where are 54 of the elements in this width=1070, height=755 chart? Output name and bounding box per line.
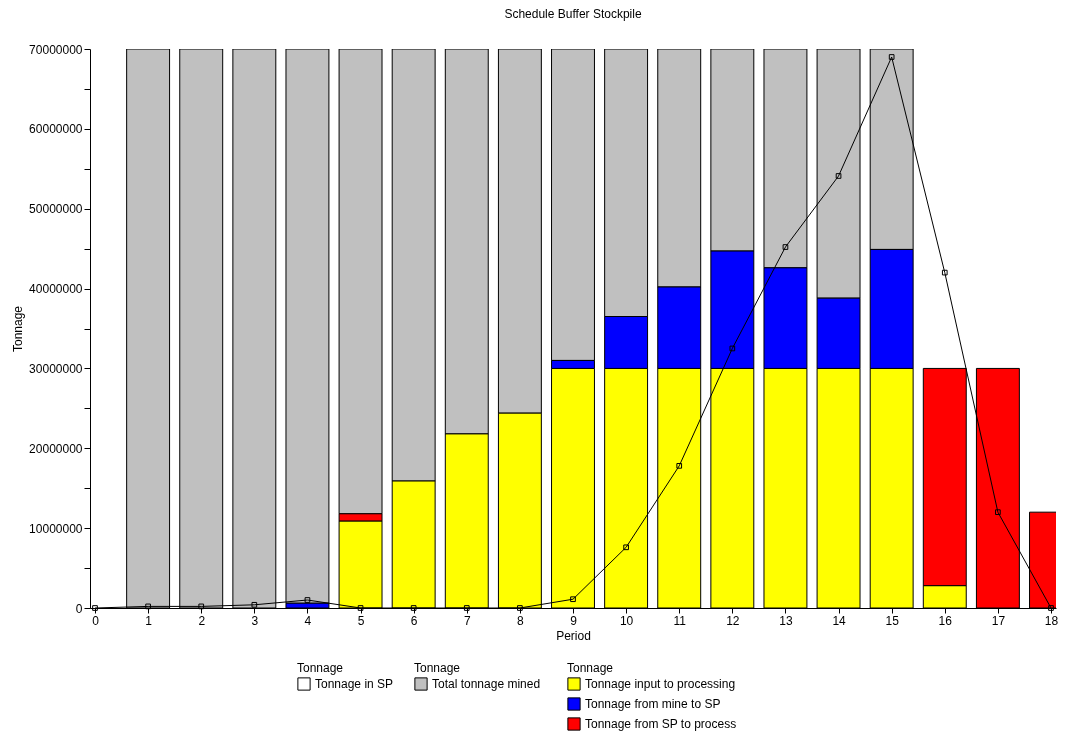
y-tick-label: 40000000	[29, 282, 83, 297]
point	[623, 544, 629, 551]
point	[570, 596, 576, 603]
point	[995, 509, 1001, 516]
point	[463, 605, 470, 611]
chart-title: Schedule Buffer Stockpile	[504, 7, 642, 21]
point	[198, 603, 205, 610]
x-tick-label: 2	[198, 613, 206, 628]
x-tick-label: 13	[779, 613, 793, 628]
point	[304, 597, 311, 603]
legend-label: Total tonnage mined	[432, 677, 541, 691]
point	[410, 605, 417, 611]
x-tick-label: 18	[1044, 613, 1059, 628]
y-tick-label: 60000000	[29, 122, 83, 137]
point	[941, 269, 948, 276]
legend-label: Tonnage from mine to SP	[585, 697, 721, 711]
x-tick-label: 9	[570, 613, 578, 628]
y-tick-label: 30000000	[29, 361, 83, 376]
y-tick-label: 10000000	[29, 521, 83, 536]
point	[251, 601, 258, 608]
text: Tonnage	[297, 661, 344, 675]
x-tick-label: 8	[517, 613, 525, 628]
x-tick-label: 1	[145, 613, 153, 628]
y-tick-label: 70000000	[29, 42, 83, 57]
y-axis-title: Tonnage	[11, 305, 26, 353]
x-tick-label: 10	[619, 613, 634, 628]
point	[835, 173, 842, 179]
x-tick-label: 11	[673, 613, 687, 628]
x-axis-title: Period	[556, 628, 591, 643]
x-tick-label: 17	[991, 613, 1006, 628]
point	[782, 244, 789, 250]
point	[729, 345, 736, 352]
text: Tonnage	[567, 661, 614, 675]
x-tick-label: 0	[92, 613, 100, 628]
x-tick-label: 16	[938, 613, 953, 628]
legend-title: Tonnage	[414, 661, 461, 675]
point	[357, 605, 364, 611]
y-tick-label: 20000000	[29, 441, 83, 456]
x-tick-label: 7	[463, 613, 471, 628]
x-tick-label: 14	[832, 613, 847, 628]
y-tick-label: 50000000	[29, 202, 83, 217]
x-tick-label: 12	[726, 613, 740, 628]
y-tick-label: 0	[75, 601, 83, 616]
legend-label: Tonnage from SP to process	[585, 717, 737, 731]
legend-label: Tonnage in SP	[315, 677, 394, 691]
x-tick-label: 3	[251, 613, 259, 628]
point	[676, 463, 683, 469]
x-tick-label: 6	[410, 613, 418, 628]
x-tick-label: 15	[885, 613, 900, 628]
point	[145, 603, 151, 610]
x-tick-label: 4	[304, 613, 312, 628]
x-tick-label: 5	[357, 613, 365, 628]
point	[888, 54, 895, 60]
legend-label: Tonnage input to processing	[585, 677, 736, 691]
